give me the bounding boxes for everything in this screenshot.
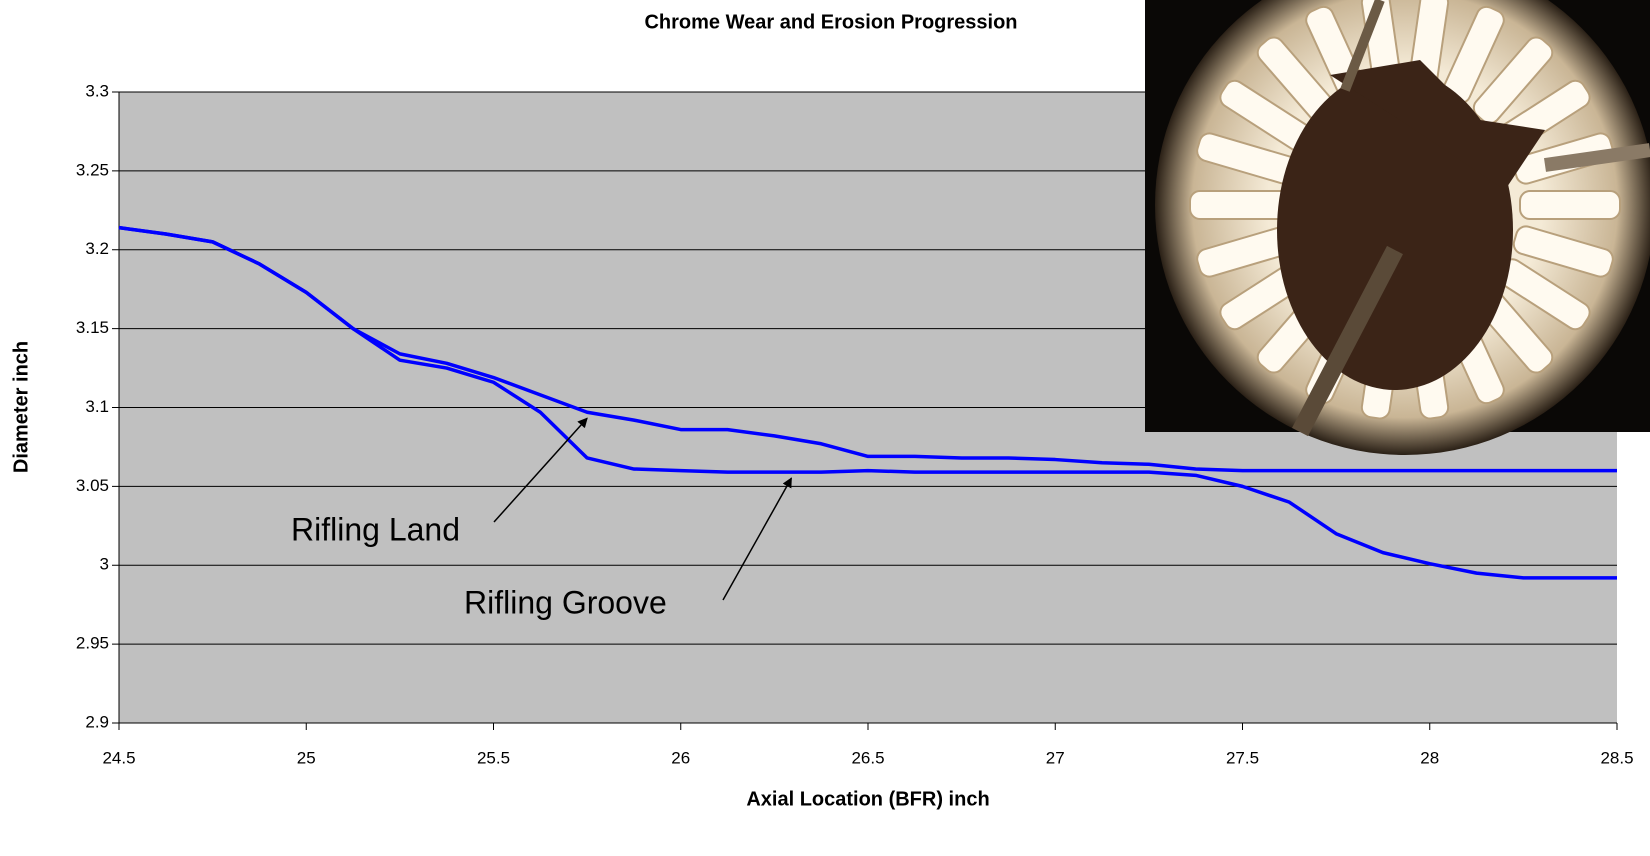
x-axis-title: Axial Location (BFR) inch	[746, 788, 989, 810]
x-tick-label: 26.5	[851, 748, 884, 767]
y-tick-label: 3.25	[76, 160, 109, 179]
annotation: Rifling Groove	[464, 584, 667, 620]
photo	[1145, 0, 1650, 455]
x-tick-label: 27	[1046, 748, 1065, 767]
x-tick-label: 26	[671, 748, 690, 767]
y-tick-label: 3.15	[76, 318, 109, 337]
y-tick-label: 3.2	[85, 239, 109, 258]
photo-spoke	[1512, 225, 1614, 278]
x-tick-label: 28	[1420, 748, 1439, 767]
y-tick-label: 3.3	[85, 81, 109, 100]
chart-title: Chrome Wear and Erosion Progression	[644, 11, 1017, 33]
x-tick-label: 24.5	[102, 748, 135, 767]
x-tick-label: 25.5	[477, 748, 510, 767]
annotation-arrow	[722, 477, 793, 601]
x-tick-label: 27.5	[1226, 748, 1259, 767]
x-tick-label: 28.5	[1600, 748, 1633, 767]
photo-spoke	[1472, 36, 1554, 125]
y-axis-title: Diameter inch	[10, 341, 32, 473]
y-tick-label: 3	[100, 555, 109, 574]
photo-spoke	[1519, 190, 1621, 220]
y-tick-label: 2.9	[85, 712, 109, 731]
y-tick-label: 3.05	[76, 476, 109, 495]
annotation-arrow	[493, 417, 588, 523]
data-line	[118, 225, 1617, 580]
y-tick-label: 2.95	[76, 634, 109, 653]
annotation: Rifling Land	[291, 511, 460, 547]
photo-spoke	[1189, 190, 1291, 220]
y-tick-label: 3.1	[85, 397, 109, 416]
x-tick-label: 25	[297, 748, 316, 767]
